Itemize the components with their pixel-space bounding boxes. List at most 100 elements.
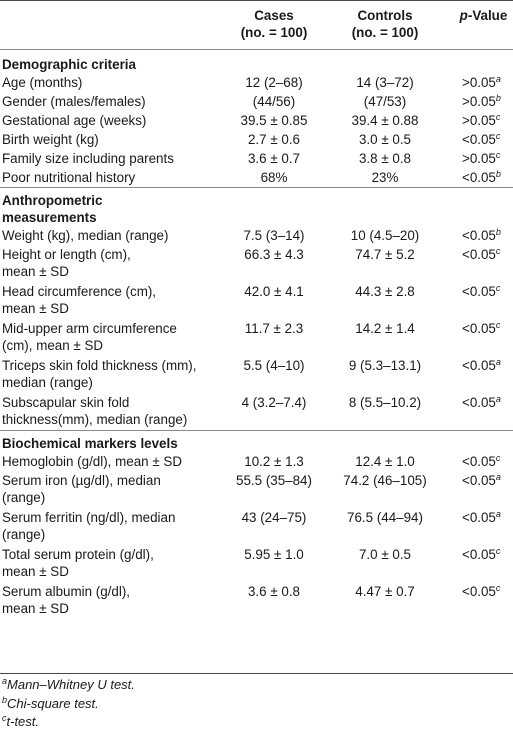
header-label	[0, 1, 218, 50]
p-value-marker: c	[495, 150, 501, 160]
section-header-row: Demographic criteria	[0, 49, 513, 74]
row-label-text: Serum ferritin (ng/dl), median	[2, 510, 176, 525]
section-title: Demographic criteria	[0, 50, 513, 74]
row-label-text: thickness(mm), median (range)	[2, 412, 188, 427]
row-label: Triceps skin fold thickness (mm), median …	[0, 356, 218, 393]
table-row: Poor nutritional history 68% 23% <0.05b	[0, 168, 513, 188]
table-row: Triceps skin fold thickness (mm), median …	[0, 356, 513, 393]
footnote-text: Chi-square test.	[7, 695, 99, 711]
p-value-text: >0.05	[462, 75, 496, 90]
cases-value: 12 (2–68)	[245, 75, 303, 90]
p-value: <0.05c	[440, 582, 513, 619]
cases-value: (44/56)	[252, 94, 296, 109]
p-value-text: <0.05	[462, 547, 496, 562]
row-label-text: Gestational age (weeks)	[2, 113, 147, 128]
controls-value: 4.47 ± 0.7	[355, 584, 415, 599]
row-label-text: Weight (kg), median (range)	[2, 228, 169, 243]
header-cases-title: Cases	[254, 8, 294, 23]
row-label-text: Height or length (cm),	[2, 247, 131, 262]
row-label-text: Hemoglobin (g/dl), mean ± SD	[2, 454, 183, 469]
row-label: Serum ferritin (ng/dl), median (range)	[0, 508, 218, 545]
p-value: <0.05c	[440, 452, 513, 471]
row-label: Poor nutritional history	[0, 168, 218, 188]
p-value-marker: a	[495, 357, 501, 367]
row-label: Total serum protein (g/dl), mean ± SD	[0, 545, 218, 582]
table-row: Subscapular skin fold thickness(mm), medi…	[0, 393, 513, 431]
p-value: <0.05c	[440, 245, 513, 282]
cases-value: 2.7 ± 0.6	[247, 132, 301, 147]
row-label-text: Birth weight (kg)	[2, 132, 99, 147]
row-label: Birth weight (kg)	[0, 130, 218, 149]
table-row: Hemoglobin (g/dl), mean ± SD 10.2 ± 1.3 12…	[0, 452, 513, 471]
p-value-marker: b	[495, 93, 501, 103]
row-label-text: (cm), mean ± SD	[2, 338, 104, 353]
row-label: Height or length (cm), mean ± SD	[0, 245, 218, 282]
table-row: Height or length (cm), mean ± SD 66.3 ± 4.…	[0, 245, 513, 282]
controls-value: 12.4 ± 1.0	[355, 454, 415, 469]
footnote-marker: a	[2, 676, 8, 686]
header-cases: Cases (no. = 100)	[218, 1, 330, 50]
cases-value: 11.7 ± 2.3	[244, 321, 304, 336]
row-label: Family size including parents	[0, 149, 218, 168]
footnote: ct-test.	[2, 713, 135, 732]
p-value: <0.05a	[440, 393, 513, 431]
row-label: Subscapular skin fold thickness(mm), medi…	[0, 393, 218, 431]
p-value: <0.05b	[440, 226, 513, 245]
controls-value: 10 (4.5–20)	[350, 228, 420, 243]
p-value-marker: c	[495, 283, 501, 293]
cases-value: 10.2 ± 1.3	[244, 454, 304, 469]
p-value-text: <0.05	[462, 473, 496, 488]
row-label: Weight (kg), median (range)	[0, 226, 218, 245]
row-label-text: Mid-upper arm circumference	[2, 321, 177, 336]
header-cases-count: (no. = 100)	[240, 25, 308, 40]
footnote-marker: c	[2, 713, 7, 723]
p-value-text: >0.05	[462, 94, 496, 109]
cases-value: 43 (24–75)	[241, 510, 307, 525]
p-value: <0.05b	[440, 168, 513, 188]
p-value-text: <0.05	[462, 170, 496, 185]
controls-value: 74.7 ± 5.2	[355, 247, 415, 262]
row-label-text: mean ± SD	[2, 564, 69, 579]
table-row: Total serum protein (g/dl), mean ± SD 5.95…	[0, 545, 513, 582]
p-value-text: <0.05	[462, 247, 496, 262]
p-value: >0.05b	[440, 92, 513, 111]
controls-value: 3.0 ± 0.5	[358, 132, 412, 147]
row-label-text: Serum albumin (g/dl),	[2, 584, 131, 599]
row-label-text: mean ± SD	[2, 601, 69, 616]
p-value: <0.05c	[440, 319, 513, 356]
controls-value: 44.3 ± 2.8	[355, 284, 415, 299]
p-value-text: <0.05	[462, 510, 496, 525]
p-value-text: <0.05	[462, 132, 496, 147]
p-value: <0.05c	[440, 545, 513, 582]
p-value-text: <0.05	[462, 228, 496, 243]
table-row: Head circumference (cm), mean ± SD 42.0 ± …	[0, 282, 513, 319]
table-row: Family size including parents 3.6 ± 0.7 3.…	[0, 149, 513, 168]
controls-value: (47/53)	[363, 94, 407, 109]
cases-value: 5.95 ± 1.0	[244, 547, 304, 562]
table-row: Age (months) 12 (2–68) 14 (3–72) >0.05a	[0, 73, 513, 92]
p-value: >0.05c	[440, 111, 513, 130]
row-label-text: Serum iron (µg/dl), median	[2, 473, 161, 488]
row-label-text: Triceps skin fold thickness (mm),	[2, 358, 197, 373]
section-header-row: Anthropometric measurements	[0, 187, 513, 227]
p-value-text: >0.05	[462, 151, 496, 166]
table-row: Weight (kg), median (range) 7.5 (3–14) 10 …	[0, 226, 513, 245]
row-label-text: mean ± SD	[2, 264, 69, 279]
section-title-line: Anthropometric	[2, 193, 103, 208]
row-label-text: Family size including parents	[2, 151, 174, 166]
p-value: <0.05a	[440, 508, 513, 545]
row-label: Serum iron (µg/dl), median (range)	[0, 471, 218, 508]
controls-value: 8 (5.5–10.2)	[348, 395, 422, 410]
row-label-text: Gender (males/females)	[2, 94, 146, 109]
header-controls: Controls (no. = 100)	[330, 1, 440, 50]
p-value-marker: c	[495, 112, 501, 122]
cases-value: 42.0 ± 4.1	[244, 284, 304, 299]
table-row: Gestational age (weeks) 39.5 ± 0.85 39.4 ±…	[0, 111, 513, 130]
row-label-text: Age (months)	[2, 75, 83, 90]
row-label: Mid-upper arm circumference (cm), mean ± …	[0, 319, 218, 356]
p-value-text: <0.05	[462, 358, 496, 373]
row-label: Hemoglobin (g/dl), mean ± SD	[0, 452, 218, 471]
controls-value: 14.2 ± 1.4	[355, 321, 415, 336]
cases-value: 39.5 ± 0.85	[240, 113, 308, 128]
